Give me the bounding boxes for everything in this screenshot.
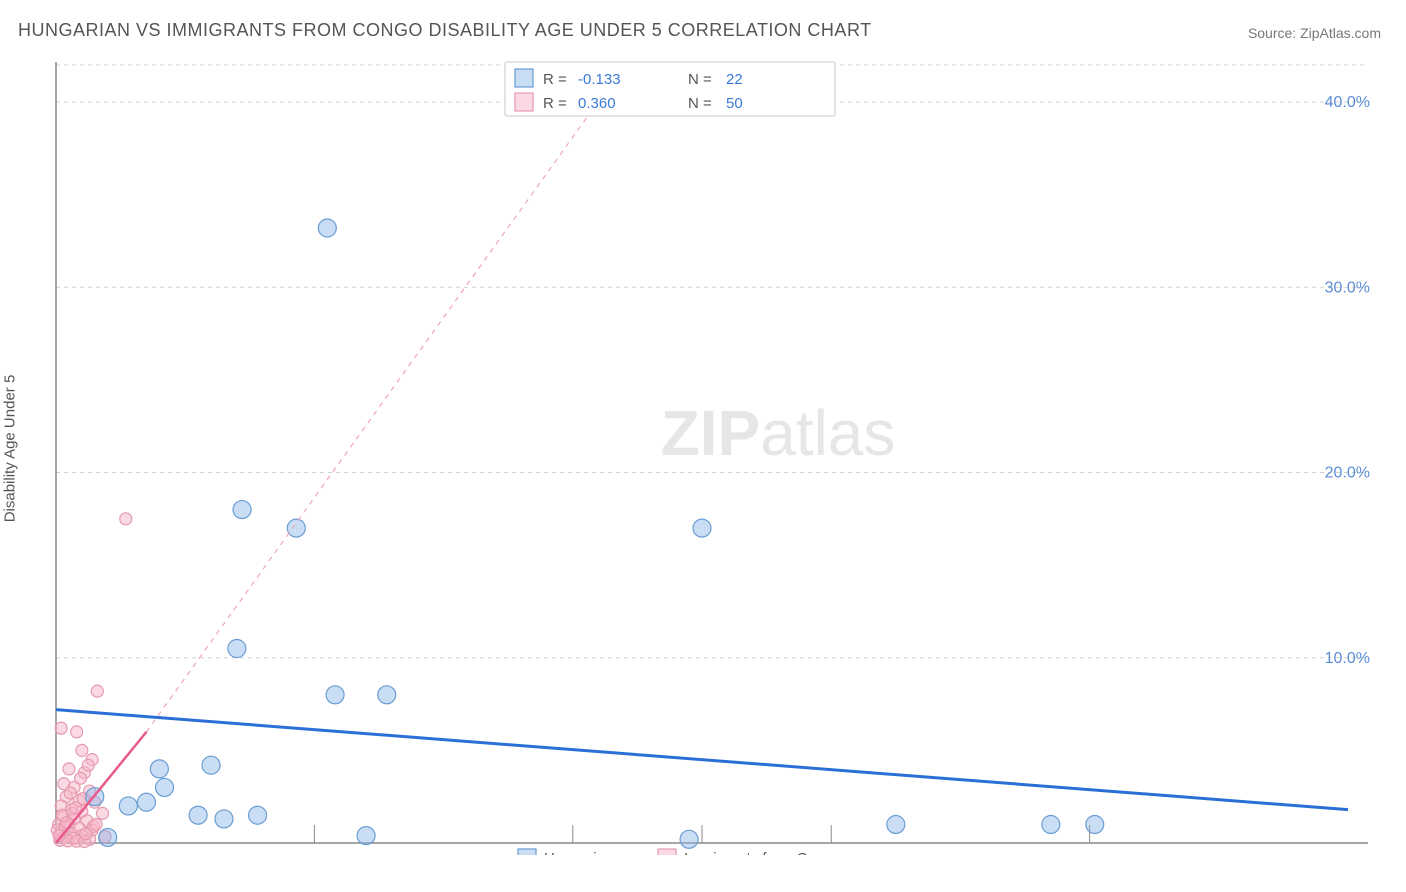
legend-r-value-2: 0.360 xyxy=(578,95,616,112)
legend-item-hungarians: Hungarians xyxy=(544,850,621,855)
chart-title: HUNGARIAN VS IMMIGRANTS FROM CONGO DISAB… xyxy=(18,20,872,41)
gridlines xyxy=(56,65,1368,658)
tick-labels: 10.0%20.0%30.0%40.0%0.0%50.0% xyxy=(48,94,1378,855)
watermark: ZIPatlas xyxy=(661,397,896,469)
source-attribution: Source: ZipAtlas.com xyxy=(1248,25,1381,41)
legend-r-label-1: R = xyxy=(543,71,567,88)
legend-top: R = -0.133 N = 22 R = 0.360 N = 50 xyxy=(505,62,835,116)
svg-text:30.0%: 30.0% xyxy=(1325,279,1370,296)
legend-bottom: Hungarians Immigrants from Congo xyxy=(518,849,841,855)
scatter-plot: ZIPatlas R = -0.133 N = 22 R = 0.360 N =… xyxy=(48,55,1378,855)
legend-n-value-2: 50 xyxy=(726,95,743,112)
legend-n-label-1: N = xyxy=(688,71,712,88)
chart-area: ZIPatlas R = -0.133 N = 22 R = 0.360 N =… xyxy=(48,55,1378,855)
svg-text:20.0%: 20.0% xyxy=(1325,465,1370,482)
legend-n-label-2: N = xyxy=(688,95,712,112)
svg-text:10.0%: 10.0% xyxy=(1325,650,1370,667)
svg-text:40.0%: 40.0% xyxy=(1325,94,1370,111)
legend-n-value-1: 22 xyxy=(726,71,743,88)
y-axis-label: Disability Age Under 5 xyxy=(2,375,19,523)
legend-item-congo: Immigrants from Congo xyxy=(684,850,841,855)
legend-r-value-1: -0.133 xyxy=(578,71,621,88)
legend-r-label-2: R = xyxy=(543,95,567,112)
series-blue-points xyxy=(86,219,1104,848)
